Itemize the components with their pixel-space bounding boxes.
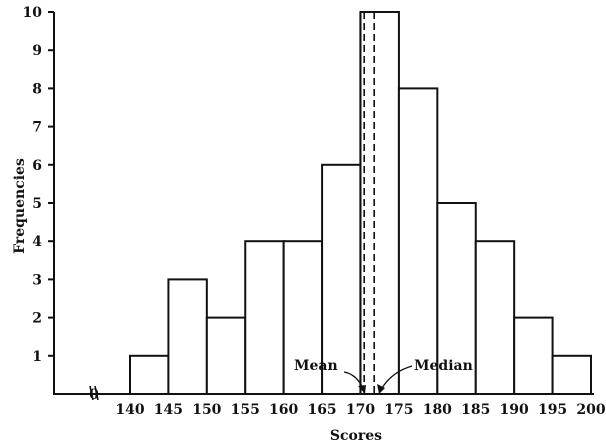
x-ticks-group: 0 140 145 150 155 160 165 170 175 180 185 190 195 200 [89,385,606,418]
x-tick-label-175: 175 [384,402,413,418]
x-tick-label-195: 195 [538,402,567,418]
bar-185-190 [474,240,516,395]
x-tick-label-145: 145 [154,402,183,418]
y-tick-label-6: 6 [32,158,42,174]
y-tick-label-9: 9 [32,43,42,59]
x-tick-label-155: 155 [231,402,260,418]
axis-break-mark-1 [89,385,94,401]
y-tick-label-5: 5 [32,196,42,212]
y-tick-label-1: 1 [32,349,42,365]
x-tick-label-140: 140 [115,402,144,418]
markers-group [359,12,375,394]
x-tick-label-200: 200 [576,402,605,418]
bar-195-200 [551,354,592,395]
bars-group [129,11,592,396]
median-arrowhead [377,384,385,394]
median-arrow [381,365,413,389]
mean-arrowhead [358,385,366,394]
x-tick-label-165: 165 [307,402,336,418]
x-tick-label-0: 0 [89,387,99,403]
bar-190-195 [513,316,554,396]
x-tick-label-150: 150 [192,402,221,418]
x-tick-label-190: 190 [500,402,529,418]
x-axis-title: Scores [330,428,382,444]
median-label: Median [414,358,473,374]
axis-break-mark-2 [94,385,99,401]
x-tick-label-185: 185 [461,402,490,418]
y-tick-label-7: 7 [32,120,42,136]
bar-145-150 [167,278,208,395]
x-tick-label-170: 170 [346,402,375,418]
bar-155-160 [244,240,285,395]
bar-170-175 [359,11,400,395]
y-tick-label-8: 8 [32,81,42,97]
axes [53,12,594,395]
y-tick-label-10: 10 [23,5,43,21]
annotations-group: Mean Median [294,358,473,394]
bar-165-170 [321,163,362,395]
bar-175-180 [397,87,439,396]
x-tick-label-180: 180 [423,402,452,418]
bar-150-155 [205,316,247,396]
x-tick-label-160: 160 [269,402,298,418]
bar-140-145 [129,354,170,395]
y-tick-label-3: 3 [32,272,42,288]
y-ticks-group: 1 2 3 4 5 6 7 8 9 10 [23,5,54,365]
y-tick-label-4: 4 [32,234,42,250]
y-axis-title: Frequencies [12,158,28,254]
mean-label: Mean [294,358,338,374]
y-tick-label-2: 2 [32,311,42,327]
